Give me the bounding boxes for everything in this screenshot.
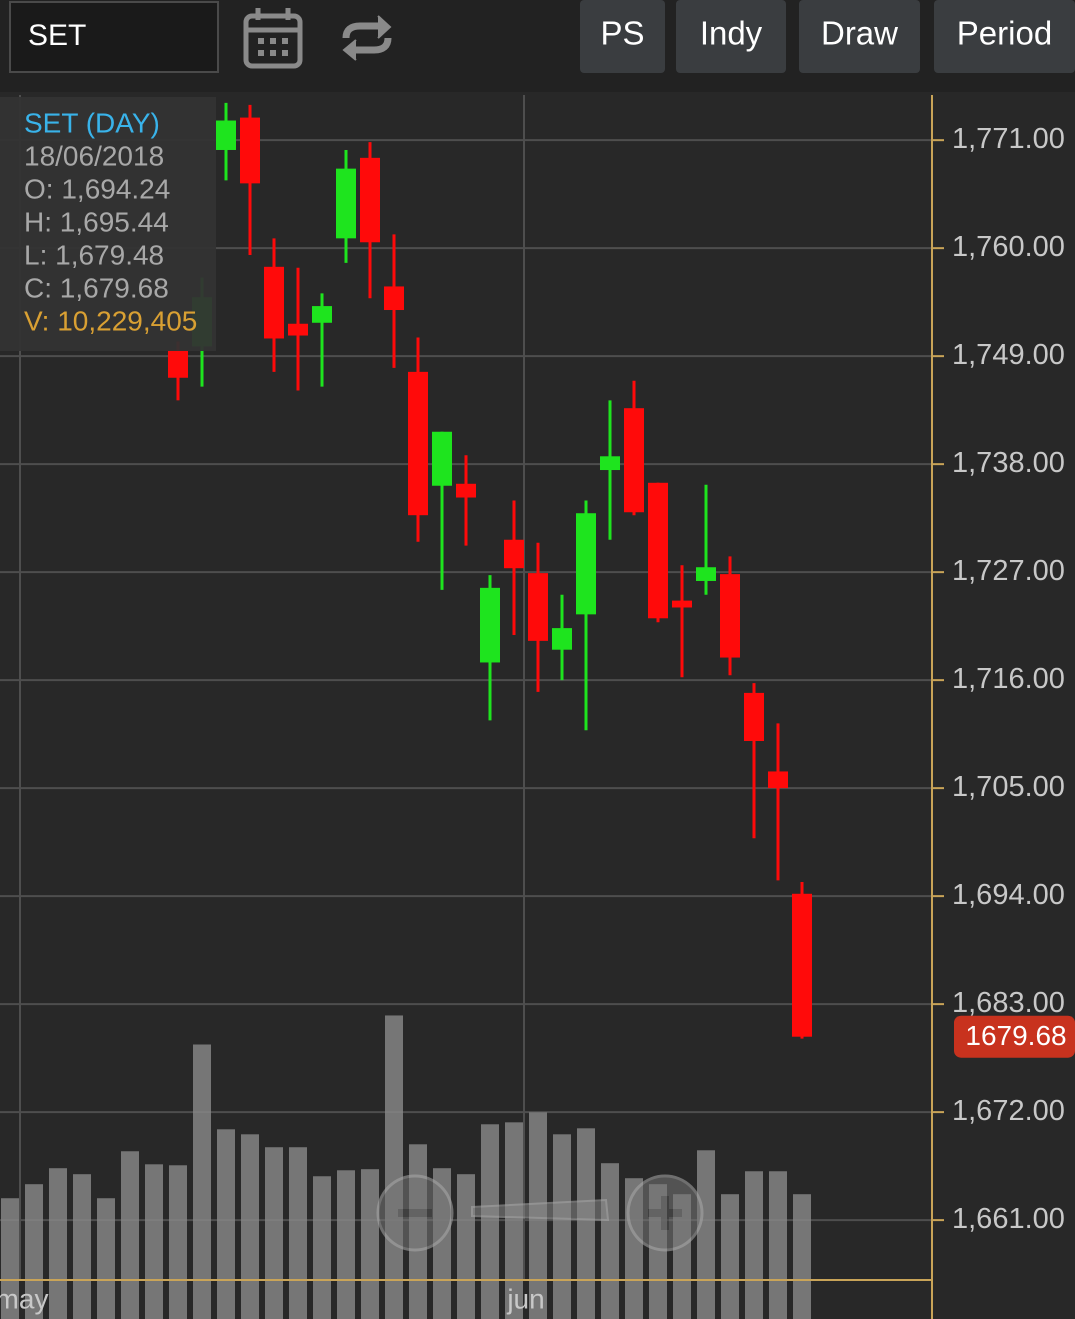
volume-bar bbox=[769, 1171, 787, 1319]
candle-body bbox=[576, 513, 596, 615]
tooltip-title: SET (DAY) bbox=[24, 107, 160, 138]
tooltip bbox=[0, 97, 216, 351]
x-tick-label: jun bbox=[506, 1283, 544, 1314]
candle-body bbox=[456, 483, 476, 498]
y-tick-label: 1,738.00 bbox=[952, 447, 1065, 479]
volume-bar bbox=[697, 1150, 715, 1319]
price-tag-text: 1679.68 bbox=[965, 1020, 1066, 1051]
tooltip-date: 18/06/2018 bbox=[24, 140, 164, 171]
price-label: 1679.68 bbox=[954, 1015, 1075, 1058]
y-tick-label: 1,716.00 bbox=[952, 663, 1065, 695]
candle-body bbox=[264, 266, 284, 339]
tooltip-low: L: 1,679.48 bbox=[24, 239, 164, 270]
volume-bar bbox=[313, 1176, 331, 1319]
volume-bar bbox=[49, 1168, 67, 1319]
y-tick-label: 1,694.00 bbox=[952, 879, 1065, 911]
candle-body bbox=[504, 539, 524, 569]
candle-body bbox=[288, 323, 308, 336]
volume-bar bbox=[505, 1122, 523, 1319]
candle-body bbox=[696, 567, 716, 581]
toolbar-buttons: PS Indy Draw Period bbox=[580, 0, 1075, 73]
symbol-text: SET bbox=[28, 19, 86, 52]
y-tick-label: 1,749.00 bbox=[952, 339, 1065, 371]
y-tick-label: 1,661.00 bbox=[952, 1203, 1065, 1235]
y-tick-label: 1,771.00 bbox=[952, 123, 1065, 155]
volume-bar bbox=[577, 1128, 595, 1319]
volume-bar bbox=[241, 1134, 259, 1319]
volume-bar bbox=[97, 1198, 115, 1319]
candle-body bbox=[720, 574, 740, 658]
toolbar-button-label: PS bbox=[600, 15, 644, 52]
volume-bar bbox=[1, 1198, 19, 1319]
volume-bar bbox=[553, 1134, 571, 1319]
zoom-slider[interactable] bbox=[471, 1198, 610, 1222]
tooltip-close: C: 1,679.68 bbox=[24, 272, 169, 303]
candle-body bbox=[624, 408, 644, 513]
toolbar-button-label: Period bbox=[957, 15, 1052, 52]
volume-bar bbox=[265, 1147, 283, 1319]
volume-bar bbox=[745, 1171, 763, 1319]
volume-bar bbox=[385, 1015, 403, 1319]
toolbar-button-label: Draw bbox=[821, 15, 898, 52]
candle-body bbox=[216, 120, 236, 150]
candle-body bbox=[648, 482, 668, 619]
axis-labels: 1,771.00 1,760.00 1,749.00 1,738.00 1,727.00… bbox=[0, 123, 1065, 1315]
candle-body bbox=[768, 771, 788, 789]
candle-body bbox=[408, 371, 428, 516]
volume-bar bbox=[457, 1174, 475, 1319]
tooltip-text: SET (DAY) 18/06/2018 O: 1,694.24 H: 1,69… bbox=[24, 107, 197, 336]
toolbar-button[interactable] bbox=[934, 0, 1075, 73]
toolbar-button-label: Indy bbox=[700, 15, 763, 52]
tooltip-high: H: 1,695.44 bbox=[24, 206, 169, 237]
y-tick-label: 1,683.00 bbox=[952, 987, 1065, 1019]
symbol-input[interactable] bbox=[9, 1, 219, 73]
volume-bar bbox=[721, 1194, 739, 1319]
candle-body bbox=[792, 893, 812, 1037]
candle-body bbox=[672, 600, 692, 608]
volume-bar bbox=[121, 1151, 139, 1319]
volume-bar bbox=[169, 1165, 187, 1319]
candle-body bbox=[240, 117, 260, 184]
x-tick-label: may bbox=[0, 1283, 48, 1314]
volume-bar bbox=[601, 1163, 619, 1319]
toolbar-button[interactable] bbox=[676, 0, 786, 73]
candle-body bbox=[312, 306, 332, 323]
candle-body bbox=[480, 587, 500, 663]
zoom-out-icon bbox=[398, 1209, 432, 1217]
price-tag bbox=[954, 1015, 1075, 1058]
zoom-controls bbox=[376, 1174, 704, 1252]
candle-body bbox=[744, 692, 764, 742]
y-tick-label: 1,760.00 bbox=[952, 231, 1065, 263]
y-tick-label: 1,705.00 bbox=[952, 771, 1065, 803]
candle-body bbox=[528, 573, 548, 641]
refresh-icon[interactable] bbox=[342, 15, 392, 61]
candle-body bbox=[168, 350, 188, 378]
volume-bar bbox=[337, 1170, 355, 1319]
zoom-in-icon bbox=[661, 1196, 669, 1230]
toolbar-button[interactable] bbox=[799, 0, 920, 73]
volume-bar bbox=[481, 1124, 499, 1319]
candle-body bbox=[360, 157, 380, 243]
candle-body bbox=[600, 456, 620, 471]
y-tick-label: 1,672.00 bbox=[952, 1095, 1065, 1127]
calendar-icon[interactable] bbox=[243, 8, 303, 69]
tooltip-open: O: 1,694.24 bbox=[24, 173, 170, 204]
candle-body bbox=[552, 628, 572, 650]
volume-bar bbox=[145, 1164, 163, 1319]
volume-bar bbox=[793, 1194, 811, 1319]
candle-body bbox=[432, 431, 452, 486]
y-tick-label: 1,727.00 bbox=[952, 555, 1065, 587]
volume-bar bbox=[289, 1147, 307, 1319]
volume-bar bbox=[25, 1184, 43, 1319]
toolbar-button[interactable] bbox=[580, 0, 665, 73]
volume-bar bbox=[73, 1174, 91, 1319]
volume-bar bbox=[361, 1169, 379, 1319]
volume-bar bbox=[217, 1129, 235, 1319]
volume-bar bbox=[193, 1044, 211, 1319]
candle-body bbox=[384, 286, 404, 311]
candle-body bbox=[336, 168, 356, 239]
tooltip-volume: V: 10,229,405 bbox=[24, 305, 197, 336]
